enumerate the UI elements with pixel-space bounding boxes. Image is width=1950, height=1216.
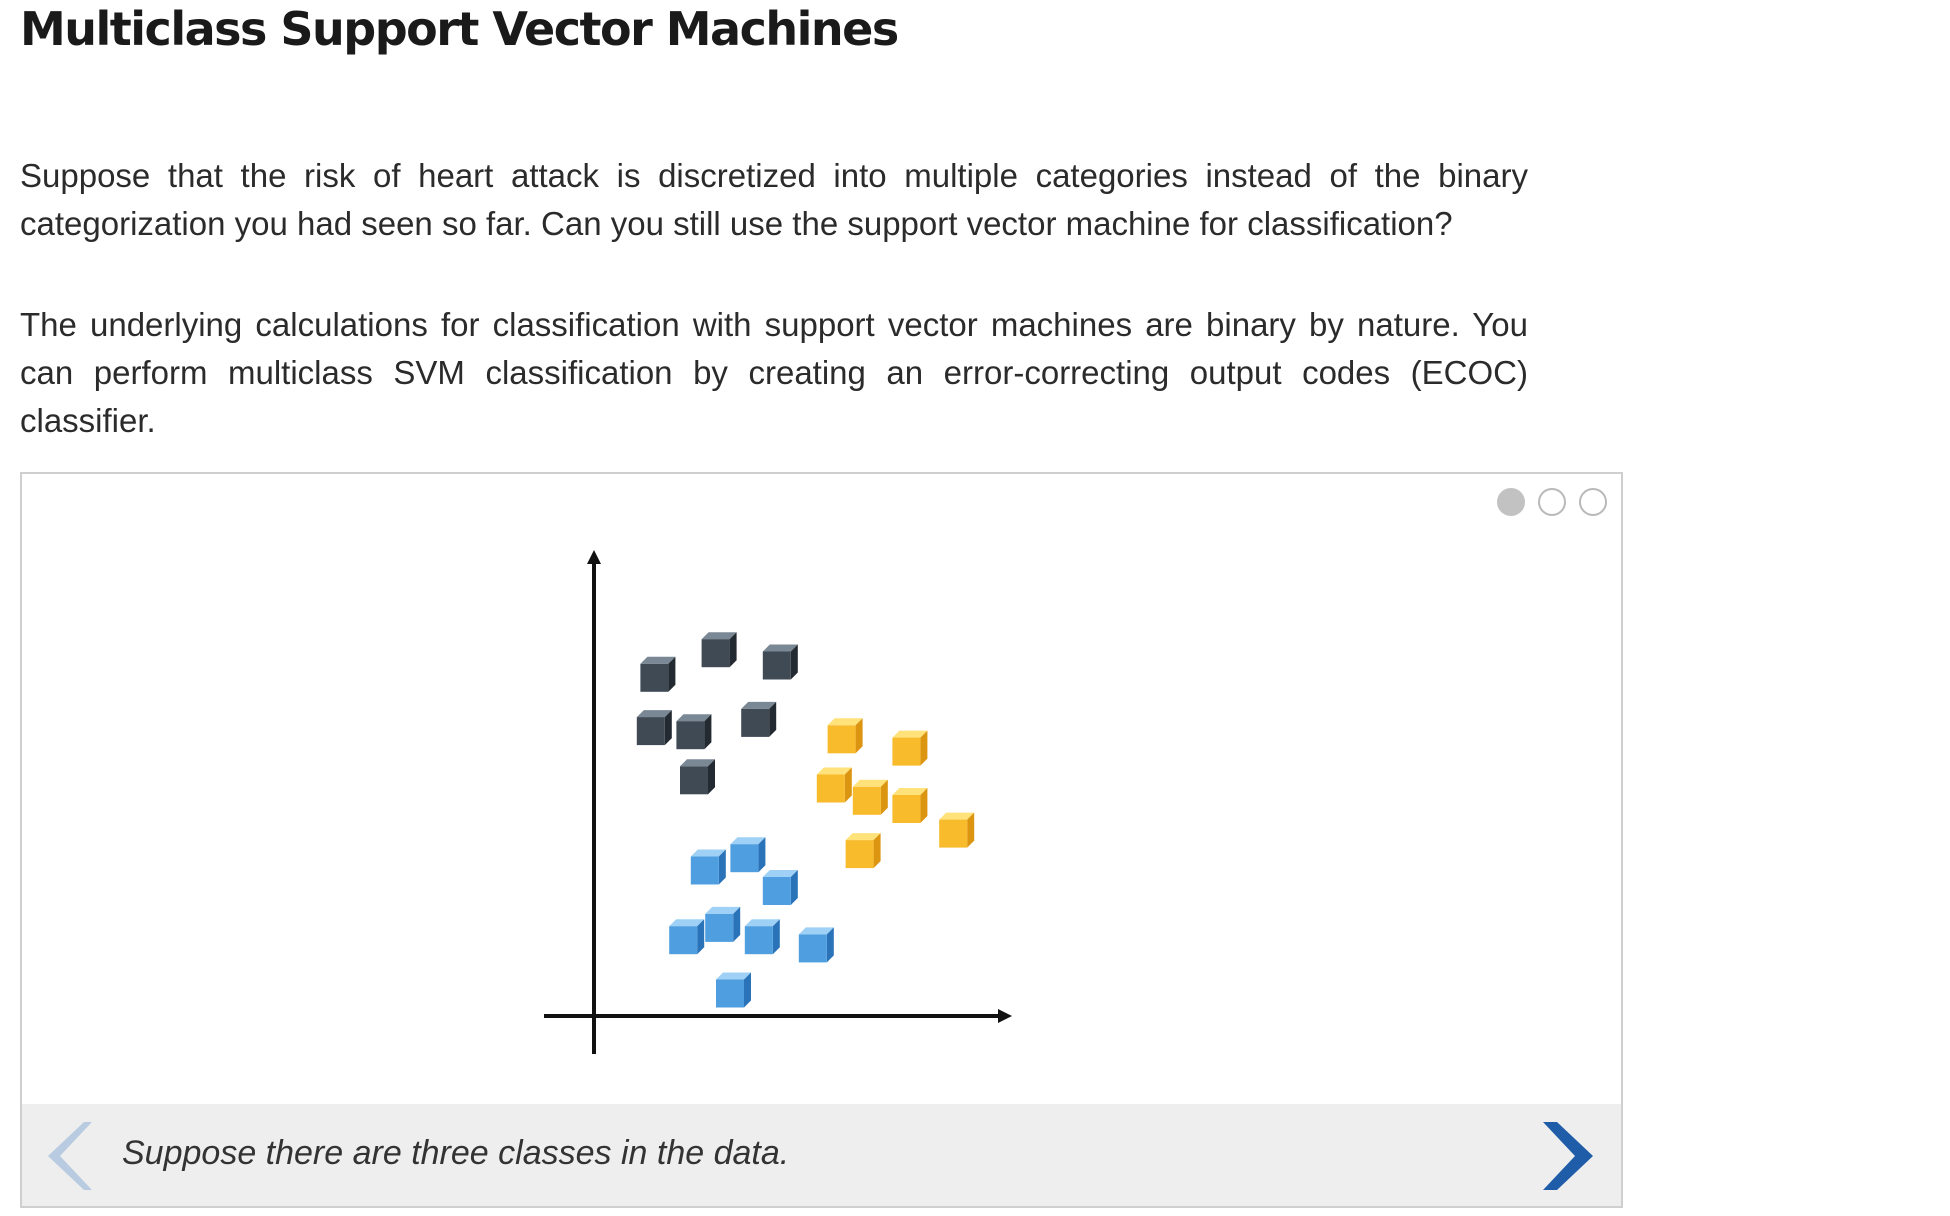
slide-dot-1[interactable] xyxy=(1497,488,1525,516)
chevron-left-icon xyxy=(48,1122,92,1190)
caption-bar: Suppose there are three classes in the d… xyxy=(22,1104,1621,1206)
data-point-yellow-5 xyxy=(892,788,928,823)
data-point-blue-4 xyxy=(669,919,705,955)
slide-dot-3[interactable] xyxy=(1579,488,1607,516)
data-point-dark-7 xyxy=(680,759,715,795)
previous-slide-button[interactable] xyxy=(38,1120,98,1192)
slideshow-panel: Suppose there are three classes in the d… xyxy=(20,472,1623,1208)
data-point-blue-7 xyxy=(798,927,834,963)
intro-paragraph: Suppose that the risk of heart attack is… xyxy=(20,157,1528,242)
data-point-dark-5 xyxy=(676,714,712,750)
page-title: Multiclass Support Vector Machines xyxy=(20,2,899,56)
scatter-chart xyxy=(544,550,1012,1054)
data-point-yellow-3 xyxy=(816,767,852,803)
data-point-blue-3 xyxy=(762,870,798,905)
data-points xyxy=(636,632,975,1008)
y-axis xyxy=(587,550,601,1054)
slide-dot-2[interactable] xyxy=(1538,488,1566,516)
x-axis xyxy=(544,1009,1012,1023)
slide-caption: Suppose there are three classes in the d… xyxy=(122,1134,790,1172)
data-point-blue-1 xyxy=(690,849,726,885)
data-point-yellow-6 xyxy=(939,812,975,848)
data-point-dark-3 xyxy=(762,644,798,680)
slide-indicator xyxy=(1497,488,1607,516)
data-point-blue-2 xyxy=(730,837,766,873)
chevron-right-icon xyxy=(1543,1122,1593,1190)
data-point-blue-8 xyxy=(716,972,751,1008)
next-slide-button[interactable] xyxy=(1537,1120,1597,1192)
data-point-yellow-1 xyxy=(827,718,863,754)
data-point-yellow-2 xyxy=(892,730,928,766)
data-point-dark-2 xyxy=(701,632,737,668)
data-point-dark-6 xyxy=(741,701,777,737)
data-point-dark-4 xyxy=(636,710,672,746)
ecoc-paragraph: The underlying calculations for classifi… xyxy=(20,306,1528,439)
data-point-yellow-7 xyxy=(845,833,881,869)
data-point-blue-5 xyxy=(705,906,741,942)
data-point-dark-1 xyxy=(640,656,676,692)
data-point-blue-6 xyxy=(744,919,780,955)
data-point-yellow-4 xyxy=(852,779,888,815)
